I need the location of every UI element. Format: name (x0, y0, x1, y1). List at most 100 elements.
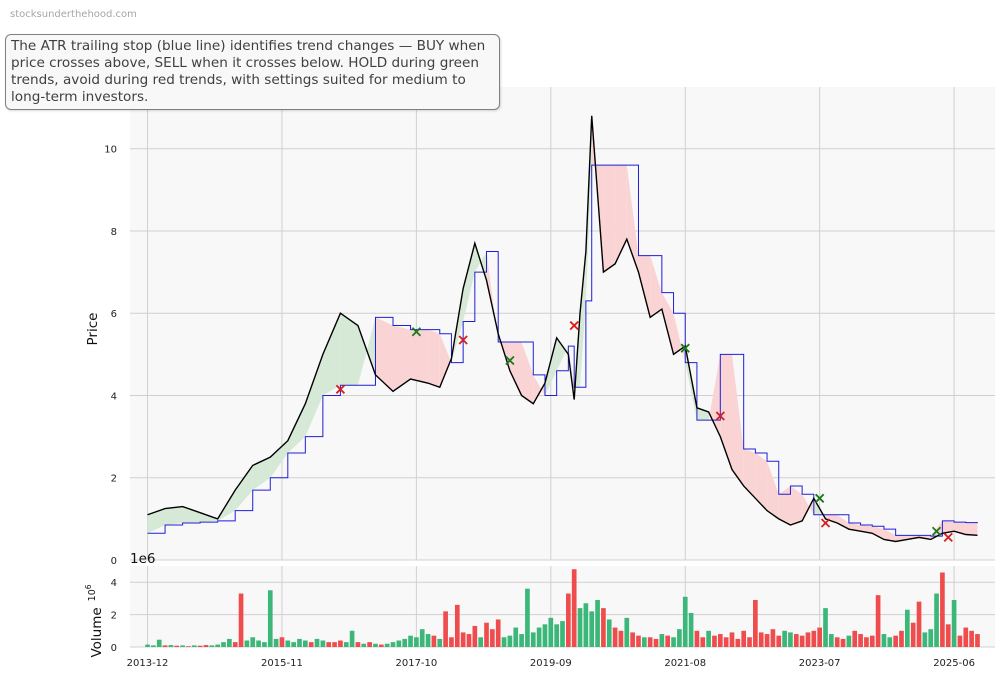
bull-trend-fill (287, 403, 306, 454)
volume-bar (291, 642, 296, 647)
volume-bar (636, 635, 641, 647)
volume-bar (723, 637, 729, 647)
volume-bar (934, 593, 939, 647)
bull-trend-fill (200, 512, 218, 523)
volume-bar (548, 617, 554, 647)
bear-trend-fill (872, 526, 884, 540)
volume-bar (256, 640, 261, 647)
volume-bar (606, 619, 612, 647)
volume-bar (303, 640, 308, 647)
volume-bar (279, 637, 285, 647)
bear-trend-fill (661, 292, 674, 355)
bull-trend-fill (544, 337, 557, 396)
volume-bar (945, 624, 951, 647)
sell-signal-marker (943, 532, 953, 543)
x-tick-label: 2021-08 (664, 658, 706, 669)
bull-trend-fill (340, 313, 358, 386)
bull-trend-fill (252, 457, 271, 491)
volume-bar (191, 645, 197, 647)
volume-bar (367, 642, 372, 647)
volume-bar (525, 588, 530, 647)
volume-bar (601, 608, 606, 647)
volume-bar (904, 609, 910, 647)
buy-signal-marker (505, 355, 515, 366)
price-tick-label: 2 (111, 474, 117, 485)
sell-signal-marker (458, 335, 468, 345)
volume-bar (419, 629, 425, 647)
volume-bar (495, 619, 501, 647)
bear-trend-fill (883, 529, 896, 542)
volume-bar (490, 629, 495, 647)
bear-trend-fill (743, 448, 756, 499)
volume-bar (542, 624, 548, 647)
volume-bar (390, 642, 396, 647)
volume-bar (361, 643, 367, 647)
buy-signal-marker (680, 343, 690, 353)
volume-bar (595, 600, 600, 647)
atr-stop-line (147, 164, 978, 537)
volume-bar (805, 632, 811, 647)
x-tick-label: 2013-12 (127, 658, 169, 669)
volume-tick-label: 4 (111, 578, 117, 589)
volume-bar (630, 632, 635, 647)
volume-bar (396, 640, 402, 647)
volume-bar (700, 637, 706, 647)
bull-trend-fill (556, 337, 569, 371)
bear-trend-fill (708, 354, 721, 437)
volume-bar (612, 627, 618, 647)
volume-bar (671, 637, 676, 647)
x-tick-label: 2015-11 (261, 658, 303, 669)
bear-trend-fill (428, 329, 440, 388)
bear-trend-fill (521, 342, 534, 404)
volume-bar (875, 595, 881, 647)
price-tick-label: 0 (111, 556, 117, 567)
bear-trend-fill (837, 514, 849, 530)
volume-bar (869, 635, 875, 647)
volume-bar (209, 645, 215, 647)
volume-bar (460, 632, 466, 647)
volume-bar (951, 600, 957, 647)
volume-bar (437, 638, 443, 647)
volume-bar (431, 635, 437, 647)
volume-bar (688, 612, 694, 647)
volume-bar (156, 639, 162, 647)
volume-bar (168, 645, 174, 647)
x-tick-label: 2017-10 (395, 658, 437, 669)
x-tick-label: 2019-09 (530, 658, 572, 669)
volume-bar (343, 642, 349, 647)
volume-bar (186, 646, 191, 647)
price-axis-label: Price (85, 313, 101, 346)
bull-trend-fill (182, 506, 201, 523)
volume-bar (414, 637, 419, 647)
volume-bar (665, 635, 671, 647)
volume-bar (858, 634, 863, 647)
volume-bar (957, 635, 963, 647)
volume-bar (963, 627, 969, 647)
volume-bar (677, 629, 682, 647)
volume-bar (454, 604, 460, 647)
volume-bar (618, 630, 624, 647)
bear-trend-fill (638, 255, 651, 318)
volume-bar (969, 630, 974, 647)
volume-tick-label: 2 (111, 611, 117, 622)
volume-bar (349, 630, 355, 647)
volume-bar (425, 634, 431, 647)
volume-bar (484, 622, 489, 647)
volume-bar (893, 635, 898, 647)
volume-bar (320, 640, 326, 647)
volume-bar (151, 645, 156, 647)
volume-bar (706, 630, 711, 647)
volume-bar (899, 630, 904, 647)
buy-signal-marker (815, 493, 825, 503)
volume-bar (355, 642, 361, 647)
volume-bar (308, 642, 314, 647)
bull-trend-fill (235, 465, 253, 511)
bear-trend-fill (393, 325, 411, 392)
volume-bar (472, 625, 478, 647)
volume-bar (653, 638, 659, 647)
volume-bar (829, 634, 834, 647)
volume-bar (823, 608, 828, 647)
bear-trend-fill (439, 333, 452, 388)
bull-trend-fill (322, 313, 341, 396)
